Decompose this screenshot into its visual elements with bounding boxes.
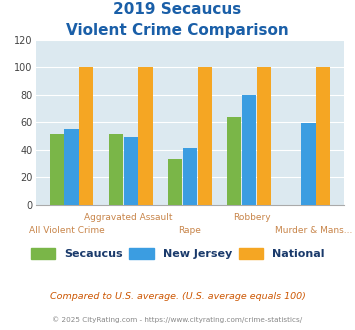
Text: Aggravated Assault: Aggravated Assault: [84, 213, 173, 222]
Text: Compared to U.S. average. (U.S. average equals 100): Compared to U.S. average. (U.S. average …: [50, 292, 305, 301]
Bar: [257, 67, 271, 205]
Text: Murder & Mans...: Murder & Mans...: [275, 226, 352, 235]
Text: Rape: Rape: [179, 226, 201, 235]
Bar: [168, 159, 182, 205]
Bar: [64, 129, 78, 205]
Text: Violent Crime Comparison: Violent Crime Comparison: [66, 23, 289, 38]
Bar: [50, 135, 64, 205]
Bar: [242, 95, 256, 205]
Text: 2019 Secaucus: 2019 Secaucus: [113, 2, 242, 16]
Bar: [183, 148, 197, 205]
Bar: [109, 135, 123, 205]
Bar: [138, 67, 153, 205]
Bar: [316, 67, 330, 205]
Bar: [301, 123, 316, 205]
Bar: [79, 67, 93, 205]
Text: Robbery: Robbery: [233, 213, 271, 222]
Text: © 2025 CityRating.com - https://www.cityrating.com/crime-statistics/: © 2025 CityRating.com - https://www.city…: [53, 317, 302, 323]
Bar: [227, 116, 241, 205]
Text: All Violent Crime: All Violent Crime: [28, 226, 104, 235]
Bar: [198, 67, 212, 205]
Legend: Secaucus, New Jersey, National: Secaucus, New Jersey, National: [26, 243, 329, 263]
Bar: [124, 137, 138, 205]
